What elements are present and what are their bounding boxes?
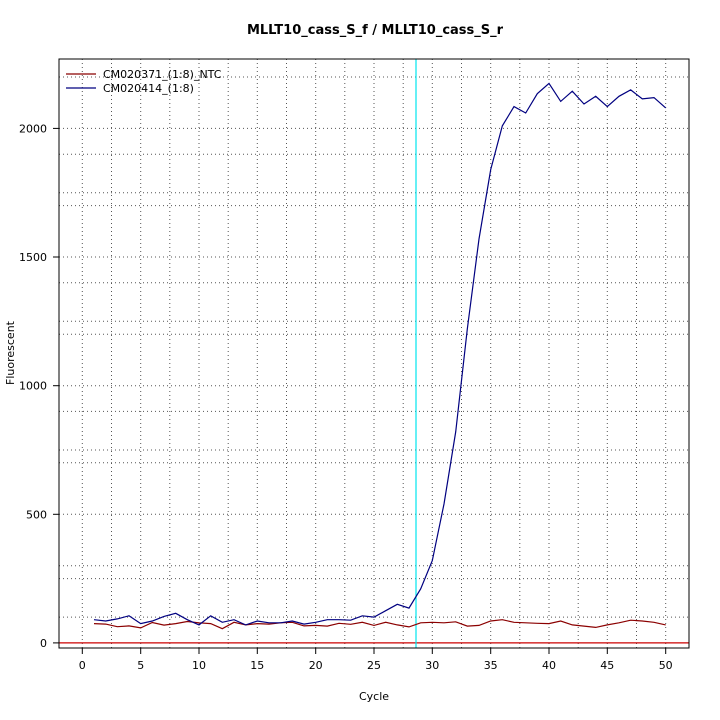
x-tick-label: 30 xyxy=(425,659,439,672)
x-tick-label: 40 xyxy=(542,659,556,672)
y-tick-label: 1000 xyxy=(19,380,47,393)
series-line-2 xyxy=(93,82,667,626)
y-tick-label: 2000 xyxy=(19,122,47,135)
x-tick-label: 5 xyxy=(137,659,144,672)
series-line-1 xyxy=(93,619,666,630)
x-tick-label: 0 xyxy=(79,659,86,672)
x-tick-label: 25 xyxy=(367,659,381,672)
x-axis-label: Cycle xyxy=(359,690,389,703)
x-tick-label: 15 xyxy=(250,659,264,672)
y-tick-label: 500 xyxy=(26,508,47,521)
grid-lines xyxy=(59,59,689,648)
y-axis-label: Fluorescent xyxy=(4,320,17,385)
x-tick-label: 45 xyxy=(600,659,614,672)
legend-label-1: CM020371_(1:8)_NTC xyxy=(103,68,222,81)
x-tick-label: 10 xyxy=(192,659,206,672)
x-axis: 0 5 10 15 20 25 30 35 40 45 50 xyxy=(79,648,673,672)
x-tick-label: 20 xyxy=(309,659,323,672)
chart-title: MLLT10_cass_S_f / MLLT10_cass_S_r xyxy=(247,23,504,38)
data-series xyxy=(59,59,689,648)
x-tick-label: 50 xyxy=(659,659,673,672)
y-axis: 0 500 1000 1500 2000 xyxy=(19,122,59,650)
x-tick-label: 35 xyxy=(484,659,498,672)
legend-label-2: CM020414_(1:8) xyxy=(103,82,194,95)
y-tick-label: 0 xyxy=(40,637,47,650)
y-tick-label: 1500 xyxy=(19,251,47,264)
